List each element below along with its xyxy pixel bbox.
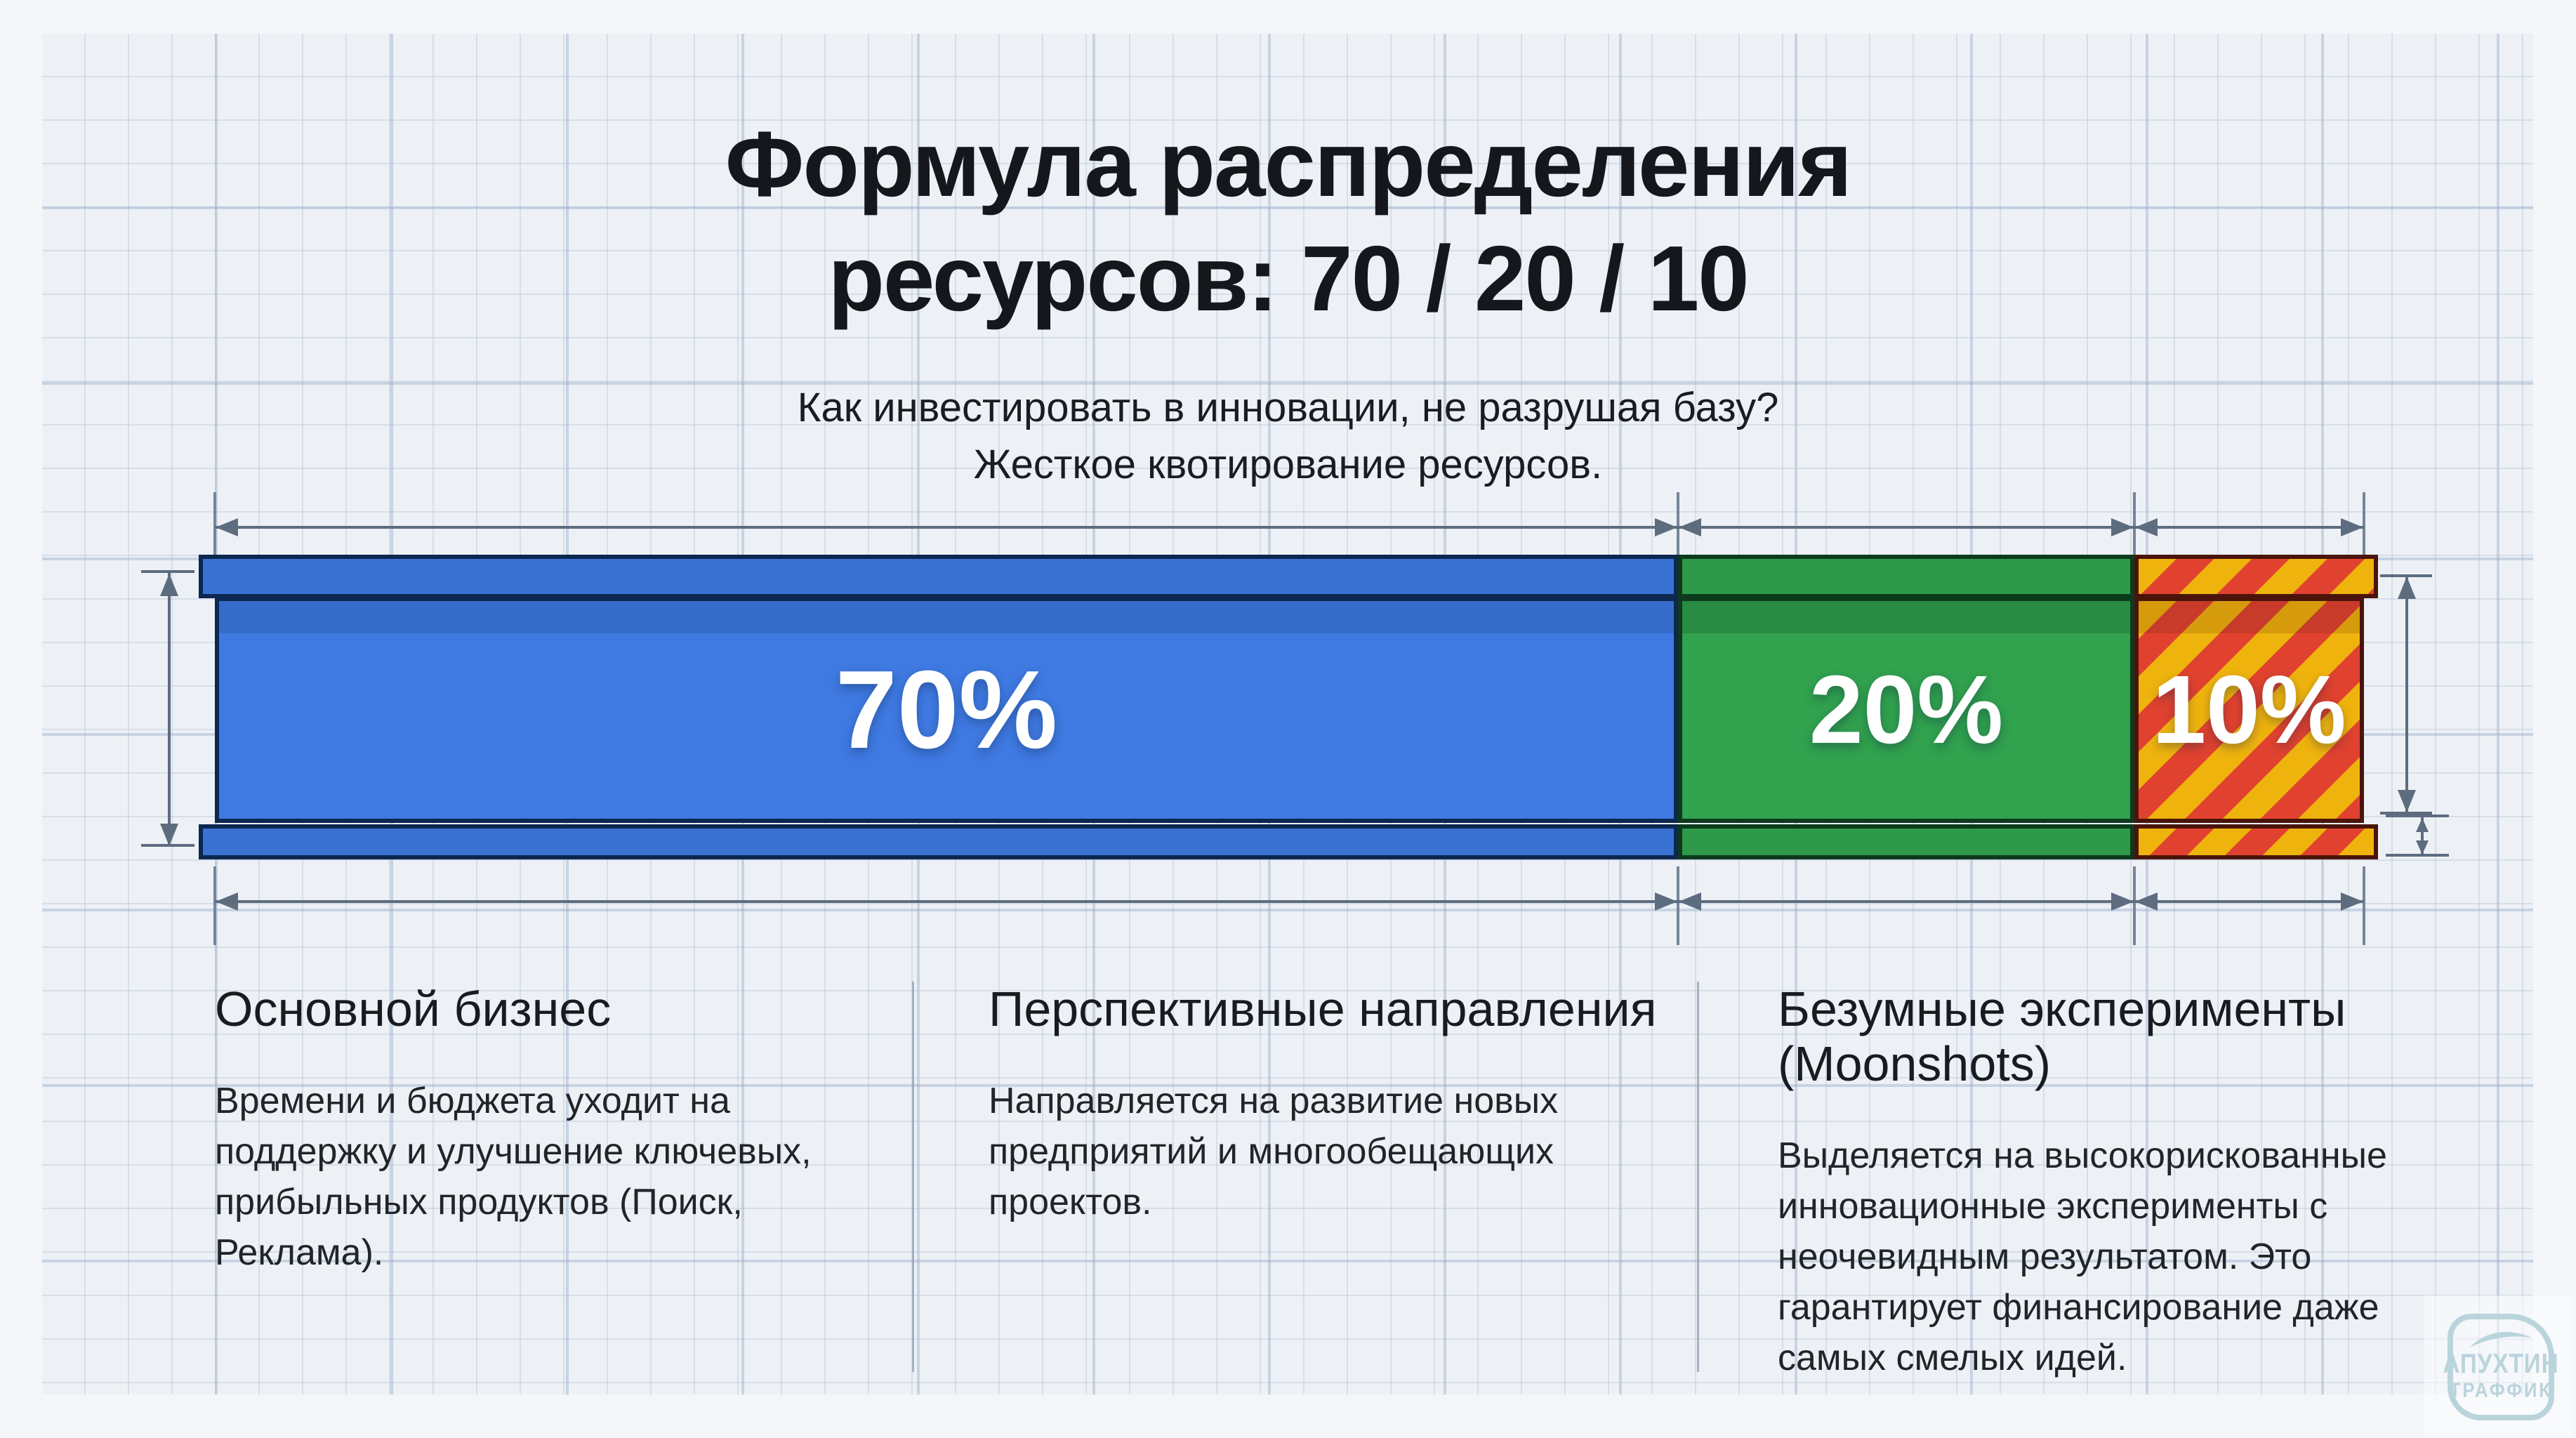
dimension-line-70 bbox=[215, 518, 1678, 536]
subtitle: Как инвестировать в инновации, не разруш… bbox=[0, 379, 2576, 493]
column-heading: Безумные эксперименты bbox=[1778, 982, 2346, 1036]
extension-tick bbox=[2133, 866, 2136, 945]
bar-body-height-dimension-right bbox=[2398, 576, 2416, 813]
extension-tick bbox=[213, 492, 216, 571]
column-heading-line2: (Moonshots) bbox=[1778, 1036, 2052, 1091]
bar-height-dimension-left bbox=[160, 573, 178, 847]
dimension-cap bbox=[141, 570, 194, 573]
watermark-logo: АПУХТИН ТРАФФИК bbox=[2443, 1314, 2558, 1420]
watermark-brand-line-1: АПУХТИН bbox=[2443, 1349, 2559, 1379]
watermark-backdrop: АПУХТИН ТРАФФИК bbox=[2424, 1295, 2572, 1436]
bar-segment-promising: 20% bbox=[1678, 597, 2134, 823]
extension-tick bbox=[213, 866, 216, 945]
dimension-cap bbox=[2386, 814, 2449, 817]
column-body: Направляется на развитие новых предприят… bbox=[989, 1081, 1559, 1222]
subtitle-line-1: Как инвестировать в инновации, не разруш… bbox=[797, 385, 1779, 430]
bottom-flange-promising bbox=[1678, 824, 2134, 859]
dimension-cap bbox=[2386, 854, 2449, 857]
bar-segment-moonshots: 10% bbox=[2134, 597, 2364, 823]
bar-top-flange bbox=[199, 555, 2378, 598]
column-heading: Перспективные направления bbox=[989, 982, 1657, 1036]
column-core-business: Основной бизнес Времени и бюджета уходит… bbox=[215, 982, 882, 1278]
column-body: Выделяется на высокорискованные инноваци… bbox=[1778, 1135, 2387, 1378]
title-line-2: ресурсов: 70 / 20 / 10 bbox=[828, 227, 1749, 330]
dimension-line-10 bbox=[2134, 518, 2364, 536]
dimension-line-20-bottom bbox=[1678, 892, 2134, 911]
extension-tick bbox=[1677, 492, 1679, 571]
top-flange-moonshots bbox=[2134, 555, 2378, 598]
top-flange-core-business bbox=[199, 555, 1678, 598]
dimension-line-20 bbox=[1678, 518, 2134, 536]
bar-label-10: 10% bbox=[2152, 655, 2346, 764]
bottom-flange-moonshots bbox=[2134, 824, 2378, 859]
watermark-swoosh-icon bbox=[2470, 1331, 2532, 1347]
column-body: Времени и бюджета уходит на поддержку и … bbox=[215, 1081, 812, 1273]
column-heading: Основной бизнес bbox=[215, 982, 612, 1036]
bar-label-70: 70% bbox=[835, 647, 1058, 772]
dimension-cap bbox=[2380, 812, 2432, 814]
watermark-brand-line-2: ТРАФФИК bbox=[2450, 1379, 2552, 1401]
bar-label-20: 20% bbox=[1809, 655, 2004, 764]
extension-tick bbox=[2363, 866, 2365, 945]
flange-height-dimension-right bbox=[2416, 817, 2429, 855]
top-flange-promising bbox=[1678, 555, 2134, 598]
column-divider-1 bbox=[912, 982, 914, 1372]
dimension-line-10-bottom bbox=[2134, 892, 2364, 911]
bar-segment-core-business: 70% bbox=[215, 597, 1678, 823]
page-title: Формула распределения ресурсов: 70 / 20 … bbox=[0, 107, 2576, 336]
bottom-flange-core-business bbox=[199, 824, 1678, 859]
extension-tick bbox=[2133, 492, 2136, 571]
extension-tick bbox=[2363, 492, 2365, 571]
dimension-line-70-bottom bbox=[215, 892, 1678, 911]
stacked-bar: 70% 20% 10% bbox=[215, 597, 2364, 823]
column-promising-directions: Перспективные направления Направляется н… bbox=[989, 982, 1663, 1227]
column-divider-2 bbox=[1697, 982, 1699, 1372]
extension-tick bbox=[1677, 866, 1679, 945]
subtitle-line-2: Жесткое квотирование ресурсов. bbox=[973, 442, 1603, 487]
column-moonshots: Безумные эксперименты (Moonshots) Выделя… bbox=[1778, 982, 2466, 1383]
bar-bottom-flange bbox=[199, 824, 2378, 859]
title-line-1: Формула распределения bbox=[725, 112, 1853, 216]
